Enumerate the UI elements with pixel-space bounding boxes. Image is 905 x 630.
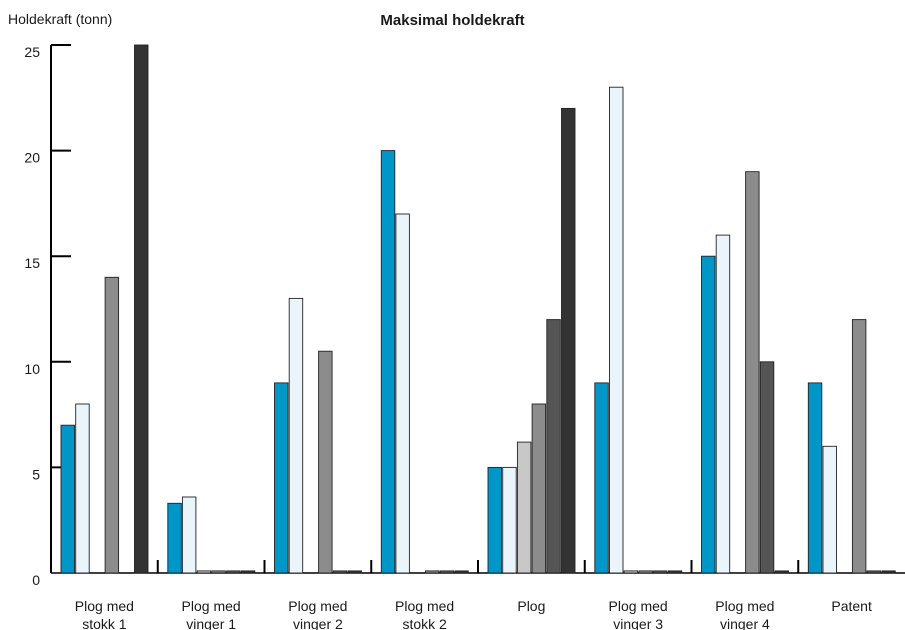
- bar: [653, 570, 668, 574]
- bar: [240, 570, 256, 574]
- bar: [347, 570, 362, 574]
- bar: [211, 570, 226, 574]
- bar: [380, 150, 396, 574]
- x-tick-label: Plog med vinger 2: [288, 598, 347, 630]
- x-tick-label: Plog: [517, 598, 545, 614]
- bar: [851, 319, 867, 574]
- bar: [561, 107, 576, 574]
- y-tick-label: 25: [24, 44, 40, 60]
- bar: [531, 403, 547, 574]
- y-axis-label: Holdekraft (tonn): [8, 11, 113, 27]
- bar: [181, 496, 197, 574]
- y-tick-label: 20: [24, 150, 40, 166]
- bar: [395, 213, 410, 574]
- y-tick-label: 5: [32, 466, 40, 482]
- chart-title: Maksimal holdekraft: [380, 12, 525, 29]
- y-tick-label: 0: [32, 572, 40, 588]
- bar: [332, 570, 348, 574]
- bar: [487, 466, 502, 574]
- bar: [134, 44, 149, 574]
- bar: [594, 382, 609, 574]
- bar: [104, 276, 120, 574]
- bar: [623, 570, 639, 574]
- bar: [715, 234, 731, 574]
- bar: [609, 86, 624, 574]
- bar: [274, 382, 289, 574]
- bar: [881, 570, 896, 574]
- bar: [822, 445, 837, 574]
- bar: [75, 403, 90, 574]
- bar: [701, 255, 716, 574]
- bar: [638, 570, 653, 574]
- bar: [454, 570, 469, 574]
- y-tick-label: 15: [24, 255, 40, 271]
- bar: [424, 570, 440, 574]
- bar: [167, 502, 182, 574]
- bar: [60, 424, 75, 574]
- x-tick-label: Patent: [831, 598, 872, 614]
- bar: [807, 382, 823, 574]
- bar: [745, 171, 760, 574]
- bar: [667, 570, 683, 574]
- y-tick-label: 10: [24, 361, 40, 377]
- x-tick-label: Plog med stokk 1: [75, 598, 134, 630]
- bar: [502, 466, 517, 574]
- bar: [546, 319, 561, 574]
- bar: [226, 570, 241, 574]
- bar: [288, 297, 304, 574]
- bar: [318, 350, 333, 574]
- bar: [774, 570, 789, 574]
- bar: [516, 441, 532, 574]
- x-tick-label: Plog med stokk 2: [395, 598, 454, 630]
- x-tick-label: Plog med vinger 3: [609, 598, 668, 630]
- bar: [866, 570, 881, 574]
- x-tick-label: Plog med vinger 4: [715, 598, 774, 630]
- bar: [196, 570, 212, 574]
- bar: [439, 570, 455, 574]
- x-tick-label: Plog med vinger 1: [182, 598, 241, 630]
- bar: [759, 361, 775, 574]
